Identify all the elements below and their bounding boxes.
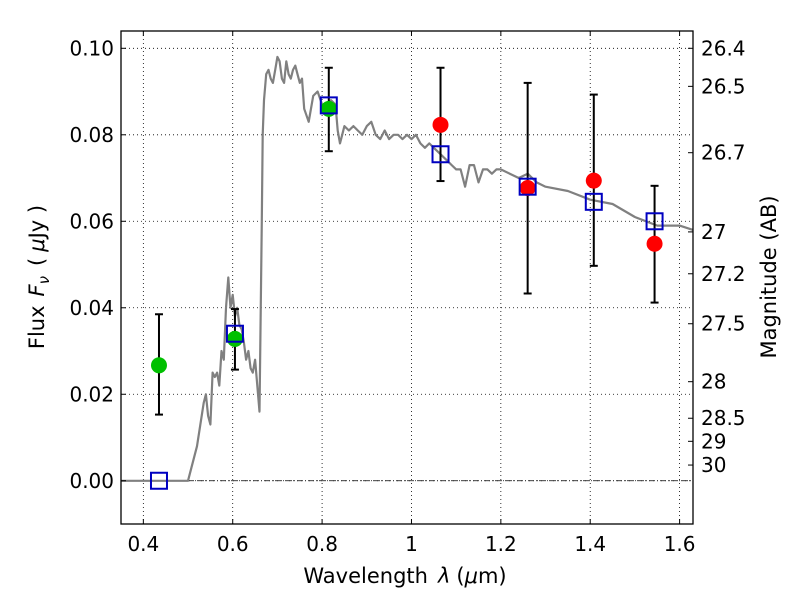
model-square-marker: [431, 145, 450, 164]
x-tick-label: 1.2: [485, 532, 517, 556]
data-point: [226, 330, 243, 347]
model-spectrum-line: [121, 55, 694, 482]
magnitude-tick-label: 27.2: [701, 262, 746, 286]
data-point: [646, 235, 663, 252]
plot-frame: [120, 30, 694, 525]
y-tick-label: 0.10: [69, 36, 114, 60]
magnitude-tick-label: 28.5: [701, 406, 746, 430]
model-square-marker: [149, 471, 168, 490]
model-square-marker: [225, 324, 244, 343]
x-tick-label: 0.4: [127, 532, 159, 556]
error-bars: [154, 66, 659, 416]
magnitude-tick-label: 26.7: [701, 141, 746, 165]
y-tick-label: 0.00: [69, 469, 114, 493]
magnitude-tick-label: 26.5: [701, 74, 746, 98]
magnitude-tick-label: 26.4: [701, 36, 746, 60]
x-tick-label: 1: [405, 532, 418, 556]
magnitude-tick-label: 28: [701, 370, 726, 394]
secondary-y-axis-label: Magnitude (AB): [757, 195, 781, 358]
data-point: [519, 179, 536, 196]
y-tick-label: 0.06: [69, 209, 114, 233]
model-square-marker: [518, 177, 537, 196]
magnitude-tick-label: 27: [701, 220, 726, 244]
y-tick-label: 0.04: [69, 296, 114, 320]
data-points: [149, 96, 664, 490]
x-tick-label: 0.6: [217, 532, 249, 556]
x-tick-label: 1.6: [664, 532, 696, 556]
x-tick-label: 0.8: [306, 532, 338, 556]
y-tick-label: 0.08: [69, 123, 114, 147]
magnitude-tick-label: 29: [701, 429, 726, 453]
data-point: [432, 116, 449, 133]
model-square-marker: [584, 192, 603, 211]
model-spectrum-layer: [121, 55, 694, 482]
magnitude-tick-label: 27.5: [701, 312, 746, 336]
axis-ticks: 0.4 0.6 0.8 1 1.2 1.4 1.6 0.00 0.02 0.04 0.06 0.08 0…: [69, 31, 746, 556]
y-tick-label: 0.02: [69, 382, 114, 406]
model-square-marker: [319, 96, 338, 115]
x-tick-label: 1.4: [574, 532, 606, 556]
data-point: [150, 357, 167, 374]
y-axis-label: FluxFν(μJy ): [25, 205, 53, 349]
grid: [121, 31, 693, 524]
model-square-marker: [645, 212, 664, 231]
x-axis-label: Wavelength λ (μm): [303, 564, 506, 588]
data-point: [320, 100, 337, 117]
data-point: [585, 172, 602, 189]
magnitude-tick-label: 30: [701, 453, 726, 477]
